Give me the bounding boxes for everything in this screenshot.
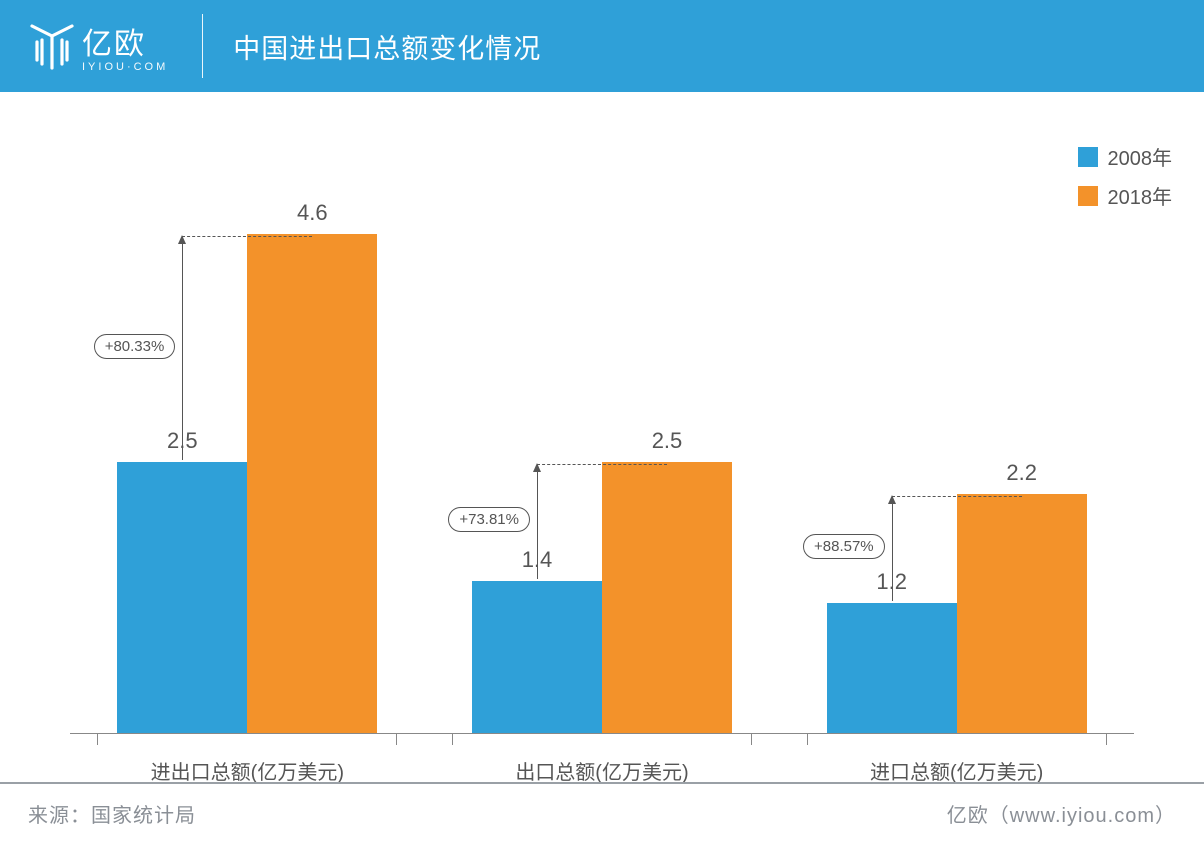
source: 来源：国家统计局 [28, 799, 196, 828]
x-label: 出口总额(亿万美元) [452, 756, 752, 785]
logo-mark-icon [28, 18, 76, 74]
divider [202, 14, 203, 78]
change-badge-wrap: +88.57% [803, 534, 885, 559]
change-badge-wrap: +73.81% [448, 507, 530, 532]
change-badge: +73.81% [448, 507, 530, 532]
axis-tick [452, 733, 453, 745]
header-bar: 亿欧 IYIOU·COM 中国进出口总额变化情况 [0, 0, 1204, 92]
x-label: 进口总额(亿万美元) [807, 756, 1107, 785]
change-badge-wrap: +80.33% [94, 334, 176, 359]
change-badge: +80.33% [94, 334, 176, 359]
source-prefix: 来源： [28, 805, 91, 827]
bar-2008: 1.2 [827, 603, 957, 733]
bar-group: 1.22.2+88.57% [807, 494, 1107, 733]
chart-title: 中国进出口总额变化情况 [233, 27, 541, 66]
change-badge: +88.57% [803, 534, 885, 559]
credit: 亿欧（www.iyiou.com） [947, 799, 1176, 828]
logo-text-cn: 亿欧 [82, 19, 168, 63]
bar-2018: 4.6 [247, 234, 377, 733]
bar-2018: 2.2 [957, 494, 1087, 733]
axis-tick [1106, 733, 1107, 745]
bar-group: 1.42.5+73.81% [452, 462, 752, 733]
axis-tick [751, 733, 752, 745]
axis-tick [97, 733, 98, 745]
bar-2018: 2.5 [602, 462, 732, 733]
legend-label: 2008年 [1108, 142, 1173, 171]
plot-area: 2.54.6+80.33%1.42.5+73.81%1.22.2+88.57% [70, 202, 1134, 734]
bar-value-label: 1.2 [827, 569, 957, 595]
legend-swatch [1078, 147, 1098, 167]
arrow-icon [182, 236, 183, 460]
change-annotation: +80.33% [182, 236, 183, 460]
x-axis-labels: 进出口总额(亿万美元) 出口总额(亿万美元) 进口总额(亿万美元) [70, 756, 1134, 785]
chart-area: 2008年2018年 2.54.6+80.33%1.42.5+73.81%1.2… [0, 92, 1204, 782]
bar-value-label: 2.5 [117, 428, 247, 454]
axis-tick [396, 733, 397, 745]
axis-tick [807, 733, 808, 745]
source-text: 国家统计局 [91, 805, 196, 827]
bar-group: 2.54.6 +80.33% [97, 234, 397, 733]
bar-value-label: 4.6 [247, 200, 377, 226]
bar-2008: 1.4 [472, 581, 602, 733]
bar-value-label: 1.4 [472, 547, 602, 573]
logo-text-en: IYIOU·COM [82, 61, 168, 73]
logo: 亿欧 IYIOU·COM [28, 18, 168, 74]
bar-2008: 2.5 [117, 462, 247, 733]
footer: 来源：国家统计局 亿欧（www.iyiou.com） [0, 782, 1204, 842]
bar-value-label: 2.2 [957, 460, 1087, 486]
legend-item: 2008年 [1078, 142, 1173, 171]
x-label: 进出口总额(亿万美元) [97, 756, 397, 785]
bar-value-label: 2.5 [602, 428, 732, 454]
